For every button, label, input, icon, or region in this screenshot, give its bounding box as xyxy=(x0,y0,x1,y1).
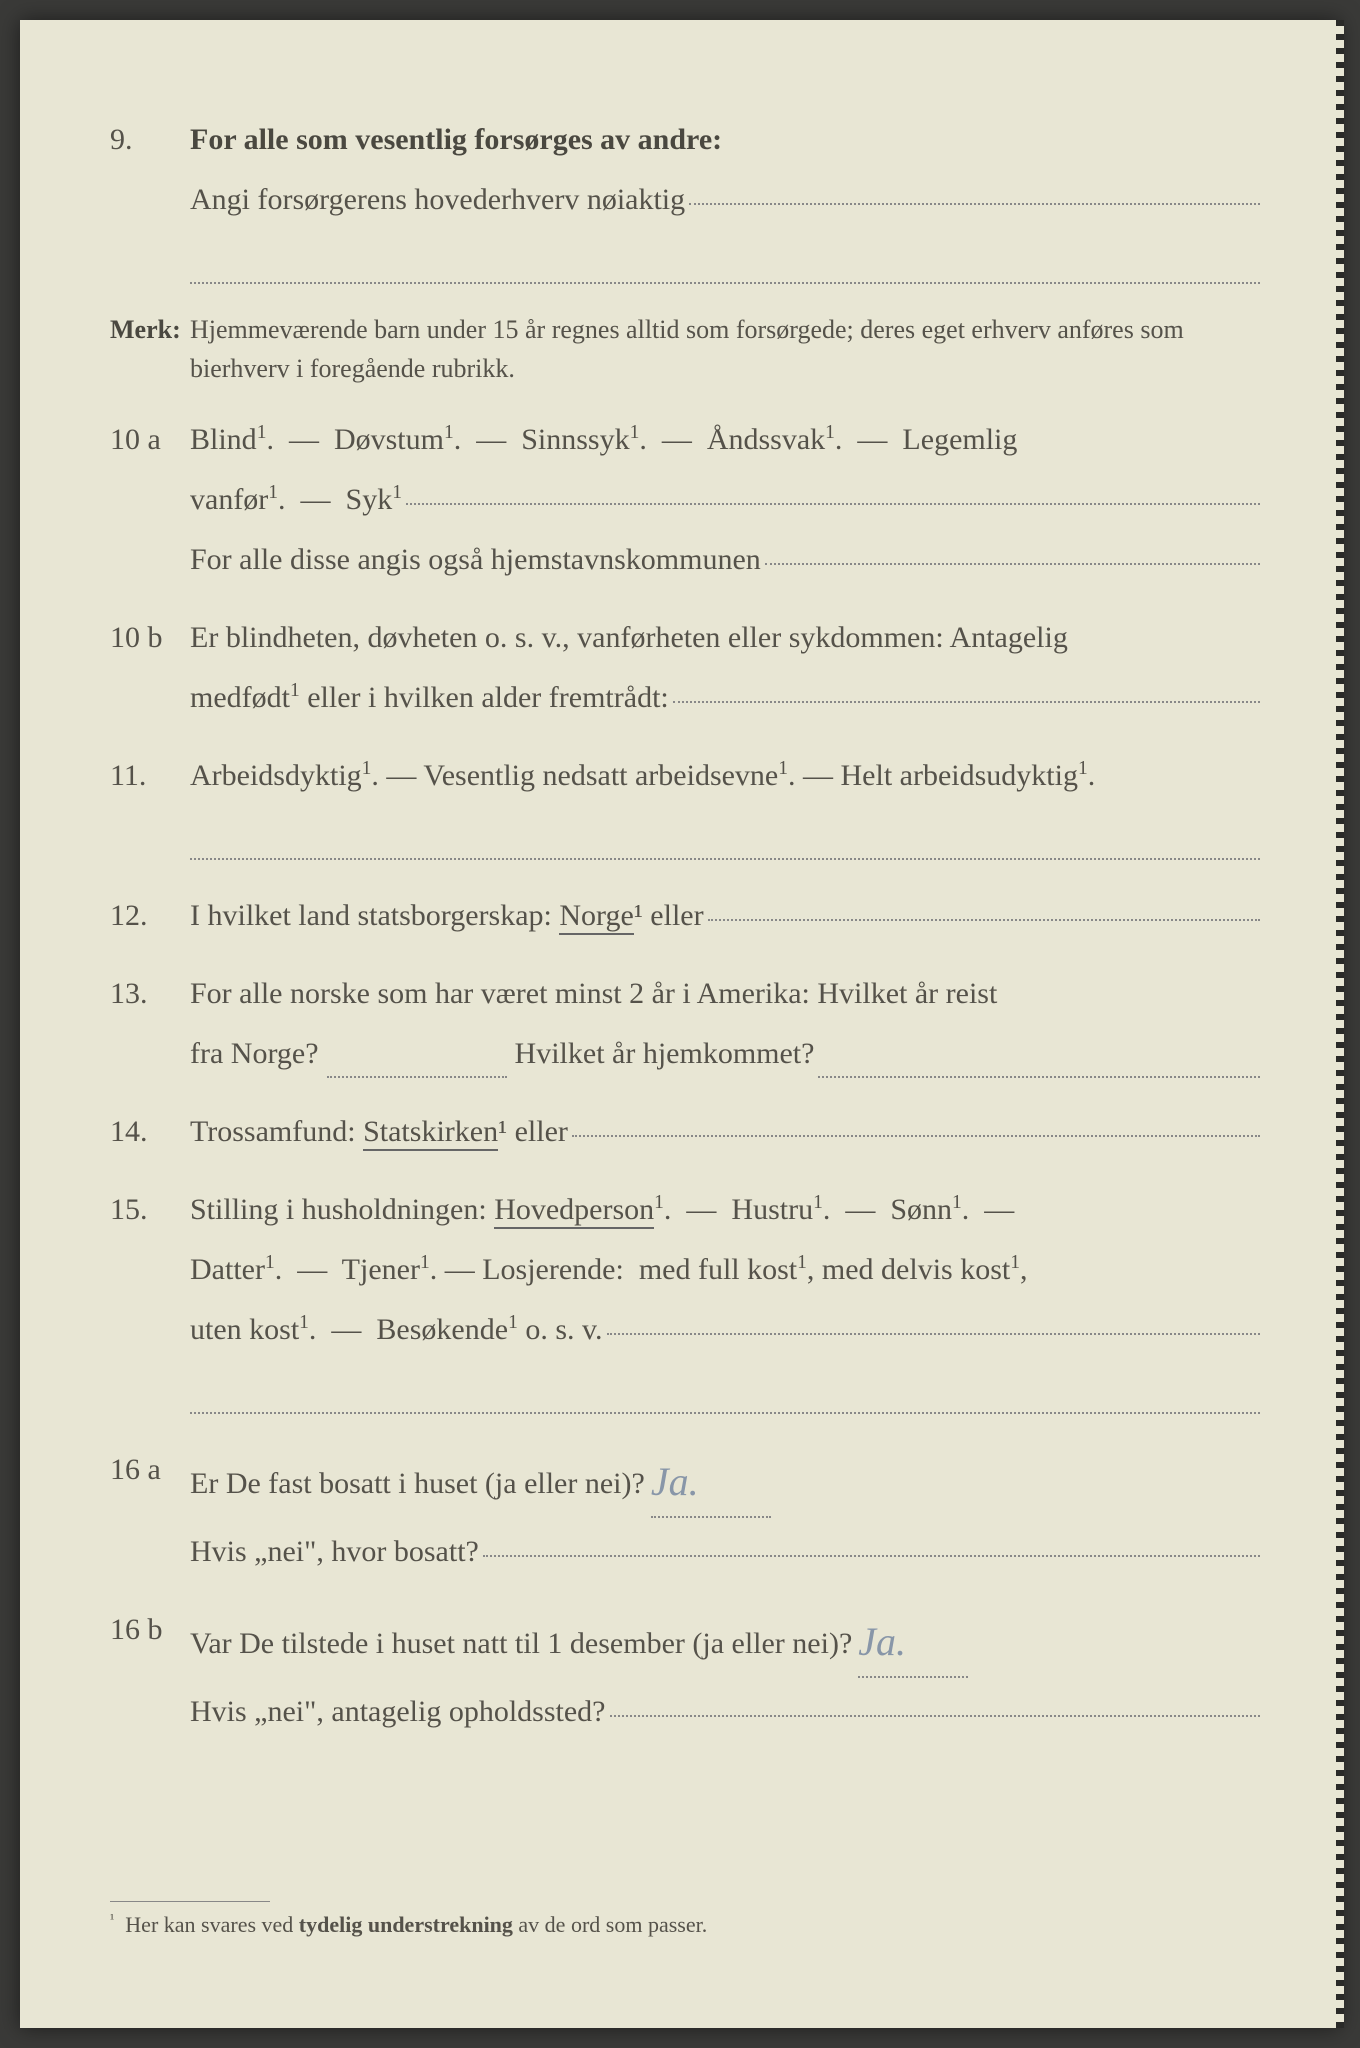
footnote-rule xyxy=(110,1901,270,1902)
q10b-number: 10 b xyxy=(110,608,190,728)
q10a-options-cont: vanfør1. — Syk1 xyxy=(190,470,1260,530)
fill-line[interactable] xyxy=(190,1366,1260,1414)
q9-body: For alle som vesentlig forsørges av andr… xyxy=(190,110,1260,292)
q16a-bosatt: Hvis „nei", hvor bosatt? xyxy=(190,1522,1260,1582)
question-14: 14. Trossamfund: Statskirken¹ eller xyxy=(110,1102,1260,1162)
note-merk: Merk: Hjemmeværende barn under 15 år reg… xyxy=(110,310,1260,388)
question-16b: 16 b Var De tilstede i huset natt til 1 … xyxy=(110,1600,1260,1742)
q11-number: 11. xyxy=(110,746,190,868)
q16b-number: 16 b xyxy=(110,1600,190,1742)
q13-fill-row: fra Norge? Hvilket år hjemkommet? xyxy=(190,1024,1260,1084)
footnote: ¹ Her kan svares ved tydelig understrekn… xyxy=(110,1901,707,1938)
fill-line[interactable] xyxy=(689,203,1260,205)
q9-number: 9. xyxy=(110,110,190,292)
q15-line3: uten kost1. — Besøkende1 o. s. v. xyxy=(190,1300,1260,1360)
q14-body: Trossamfund: Statskirken¹ eller xyxy=(190,1102,1260,1162)
q10a-hjemstavn: For alle disse angis også hjemstavnskomm… xyxy=(190,530,1260,590)
q15-number: 15. xyxy=(110,1180,190,1422)
q15-body: Stilling i husholdningen: Hovedperson1. … xyxy=(190,1180,1260,1422)
question-10a: 10 a Blind1. — Døvstum1. — Sinnssyk1. — … xyxy=(110,410,1260,590)
fill-line[interactable] xyxy=(483,1555,1260,1557)
question-15: 15. Stilling i husholdningen: Hovedperso… xyxy=(110,1180,1260,1422)
fill-line[interactable] xyxy=(327,1018,507,1078)
question-12: 12. I hvilket land statsborgerskap: Norg… xyxy=(110,886,1260,946)
q16a-q: Er De fast bosatt i huset (ja eller nei)… xyxy=(190,1440,1260,1522)
q10a-options: Blind1. — Døvstum1. — Sinnssyk1. — Åndss… xyxy=(190,410,1260,470)
q16b-body: Var De tilstede i huset natt til 1 desem… xyxy=(190,1600,1260,1742)
question-11: 11. Arbeidsdyktig1. — Vesentlig nedsatt … xyxy=(110,746,1260,868)
fill-line[interactable] xyxy=(673,701,1260,703)
merk-label: Merk: xyxy=(110,310,190,388)
census-form-page: 9. For alle som vesentlig forsørges av a… xyxy=(20,20,1340,2028)
question-9: 9. For alle som vesentlig forsørges av a… xyxy=(110,110,1260,292)
q14-number: 14. xyxy=(110,1102,190,1162)
q13-number: 13. xyxy=(110,964,190,1084)
fill-line[interactable] xyxy=(607,1333,1260,1335)
q10a-body: Blind1. — Døvstum1. — Sinnssyk1. — Åndss… xyxy=(190,410,1260,590)
q16a-number: 16 a xyxy=(110,1440,190,1582)
q10b-body: Er blindheten, døvheten o. s. v., vanfør… xyxy=(190,608,1260,728)
fill-line[interactable] xyxy=(190,236,1260,284)
fill-line[interactable] xyxy=(406,503,1260,505)
merk-text: Hjemmeværende barn under 15 år regnes al… xyxy=(190,310,1260,388)
question-10b: 10 b Er blindheten, døvheten o. s. v., v… xyxy=(110,608,1260,728)
q16b-ophold: Hvis „nei", antagelig opholdssted? xyxy=(190,1682,1260,1742)
answer-16a[interactable]: Ja. xyxy=(651,1436,771,1518)
q9-line: Angi forsørgerens hovederhverv nøiaktig xyxy=(190,170,1260,230)
perforated-edge xyxy=(1336,20,1344,2028)
fill-line[interactable] xyxy=(765,563,1260,565)
fill-line[interactable] xyxy=(572,1135,1260,1137)
q13-body: For alle norske som har været minst 2 år… xyxy=(190,964,1260,1084)
q10a-number: 10 a xyxy=(110,410,190,590)
q12-body: I hvilket land statsborgerskap: Norge¹ e… xyxy=(190,886,1260,946)
q12-number: 12. xyxy=(110,886,190,946)
q10b-line2: medfødt1 eller i hvilken alder fremtrådt… xyxy=(190,668,1260,728)
q11-body: Arbeidsdyktig1. — Vesentlig nedsatt arbe… xyxy=(190,746,1260,868)
fill-line[interactable] xyxy=(818,1018,1260,1078)
q16a-body: Er De fast bosatt i huset (ja eller nei)… xyxy=(190,1440,1260,1582)
q16b-q: Var De tilstede i huset natt til 1 desem… xyxy=(190,1600,1260,1682)
question-13: 13. For alle norske som har været minst … xyxy=(110,964,1260,1084)
fill-line[interactable] xyxy=(190,812,1260,860)
q9-heading: For alle som vesentlig forsørges av andr… xyxy=(190,110,1260,170)
fill-line[interactable] xyxy=(708,919,1260,921)
answer-16b[interactable]: Ja. xyxy=(858,1596,968,1678)
fill-line[interactable] xyxy=(610,1715,1261,1717)
question-16a: 16 a Er De fast bosatt i huset (ja eller… xyxy=(110,1440,1260,1582)
